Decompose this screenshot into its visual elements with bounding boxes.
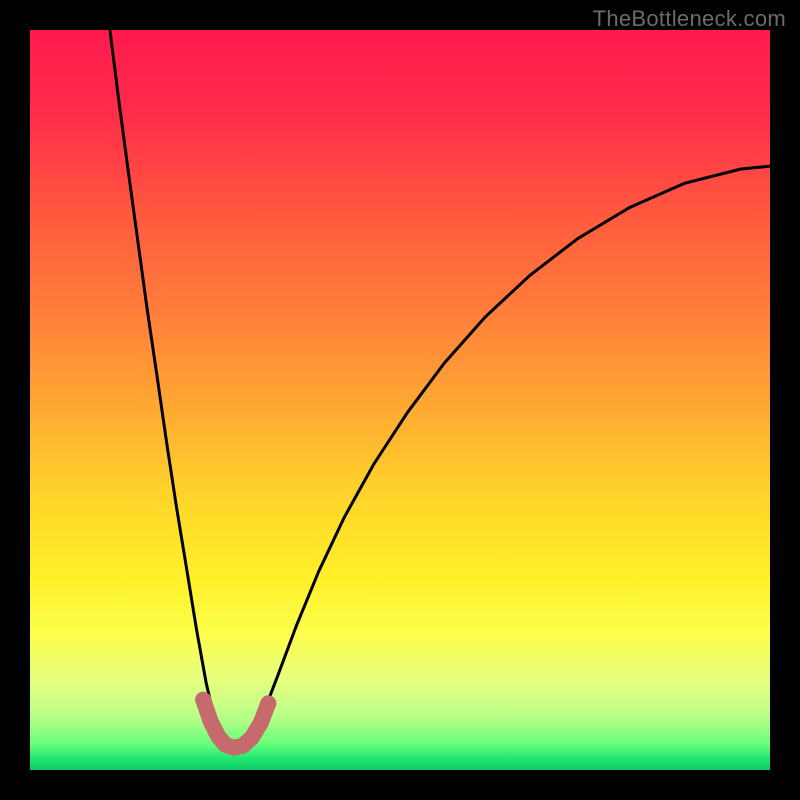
plot-background [30,30,770,770]
bottleneck-chart [0,0,800,800]
chart-container: TheBottleneck.com [0,0,800,800]
watermark-text: TheBottleneck.com [593,6,786,32]
